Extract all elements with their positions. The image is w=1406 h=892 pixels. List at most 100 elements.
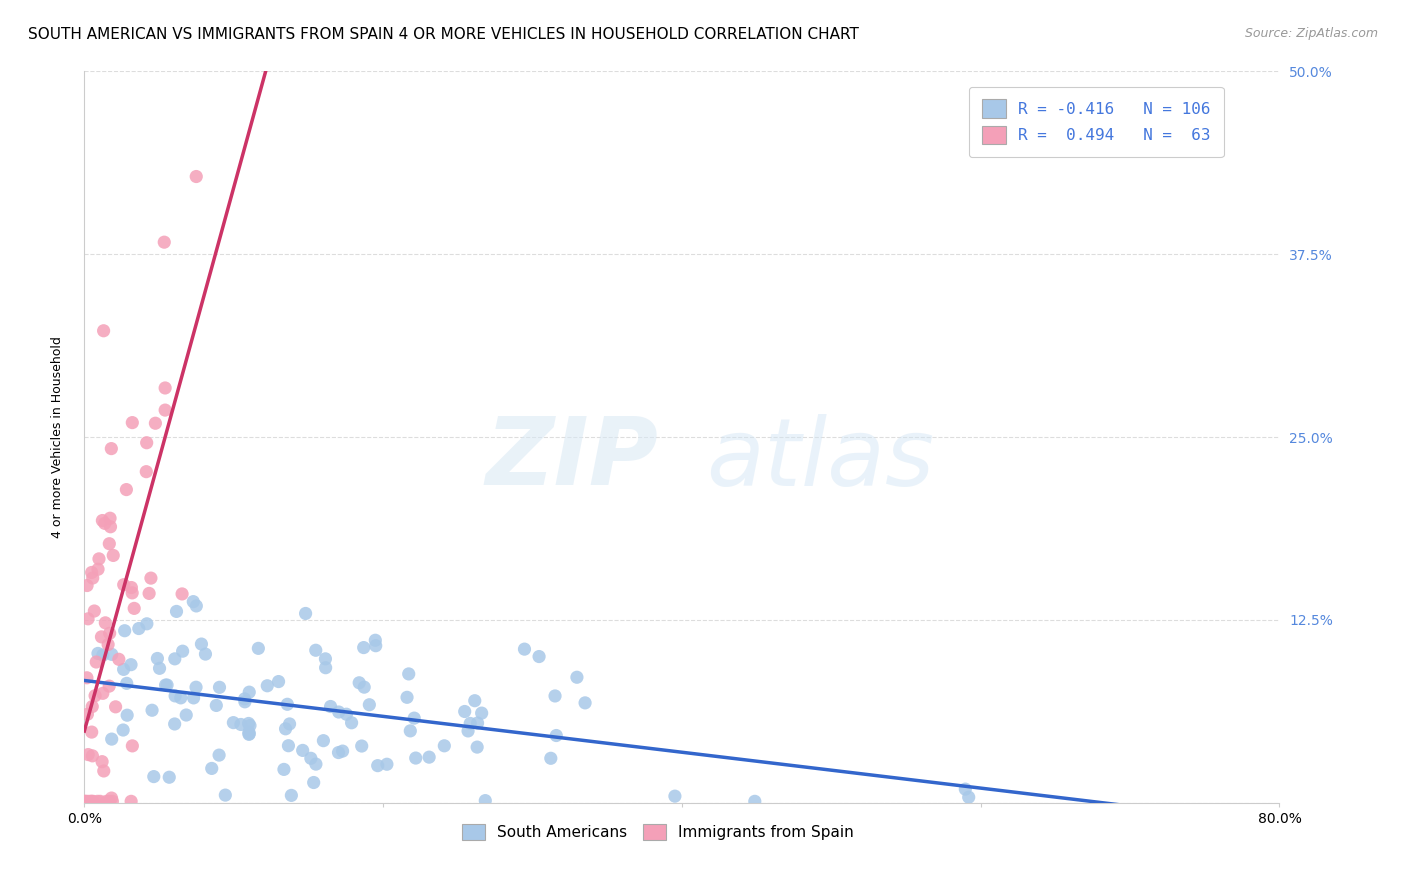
Point (157, 770, 180, 784)
Point (184, 680, 207, 694)
Point (75, 794, 97, 808)
Point (153, 235, 176, 249)
Point (93, 764, 115, 778)
Point (312, 733, 335, 747)
Point (87, 647, 110, 661)
Point (135, 465, 157, 479)
Point (91, 648, 114, 662)
Point (280, 789, 302, 803)
Point (229, 717, 252, 731)
Point (214, 788, 236, 802)
Point (139, 571, 162, 585)
Point (302, 775, 325, 789)
Point (418, 750, 440, 764)
Point (73, 794, 96, 808)
Point (145, 416, 167, 430)
Point (471, 706, 494, 720)
Point (340, 715, 363, 730)
Point (98, 794, 121, 808)
Point (181, 594, 204, 608)
Legend: South Americans, Immigrants from Spain: South Americans, Immigrants from Spain (456, 817, 860, 847)
Point (335, 707, 357, 722)
Point (104, 699, 127, 714)
Point (121, 739, 143, 753)
Point (112, 578, 135, 592)
Point (98, 626, 121, 640)
Point (527, 649, 550, 664)
Point (273, 763, 295, 777)
Point (76, 671, 98, 685)
Point (84, 689, 107, 703)
Point (120, 657, 142, 672)
Point (454, 705, 477, 719)
Point (103, 549, 125, 563)
Point (100, 520, 122, 534)
Point (540, 751, 562, 765)
Point (238, 685, 260, 699)
Point (291, 743, 314, 757)
Point (174, 708, 197, 723)
Point (474, 794, 496, 808)
Point (97, 638, 120, 652)
Point (121, 586, 143, 600)
Point (328, 746, 350, 760)
Y-axis label: 4 or more Vehicles in Household: 4 or more Vehicles in Household (51, 336, 65, 538)
Point (201, 761, 224, 775)
Point (98, 679, 121, 693)
Point (186, 169, 208, 184)
Point (79, 794, 101, 808)
Point (82, 794, 104, 808)
Point (163, 717, 186, 731)
Point (82, 699, 104, 714)
Point (100, 648, 122, 662)
Point (112, 723, 135, 737)
Point (238, 727, 260, 741)
Point (155, 678, 177, 692)
Point (513, 642, 536, 657)
Point (165, 689, 187, 703)
Point (467, 716, 489, 731)
Point (100, 791, 122, 805)
Point (299, 751, 322, 765)
Point (120, 794, 142, 808)
Point (544, 689, 567, 703)
Point (142, 770, 165, 784)
Point (141, 703, 163, 717)
Point (100, 442, 122, 456)
Point (115, 676, 138, 690)
Point (94, 516, 117, 531)
Point (278, 717, 301, 731)
Point (247, 641, 270, 656)
Point (120, 581, 142, 595)
Point (128, 622, 150, 636)
Point (186, 599, 208, 613)
Point (166, 604, 188, 618)
Point (76, 707, 98, 722)
Point (112, 662, 135, 676)
Text: ZIP: ZIP (485, 413, 658, 505)
Point (347, 675, 370, 690)
Point (359, 698, 381, 712)
Point (83, 604, 105, 618)
Point (76, 578, 98, 592)
Point (664, 789, 686, 804)
Point (77, 747, 100, 762)
Point (172, 587, 194, 601)
Point (399, 723, 422, 738)
Point (314, 652, 336, 666)
Point (375, 757, 398, 772)
Point (238, 716, 260, 731)
Point (353, 640, 375, 655)
Point (398, 667, 420, 681)
Point (457, 723, 479, 738)
Point (170, 690, 193, 705)
Point (148, 661, 170, 675)
Point (233, 691, 256, 706)
Point (238, 727, 260, 741)
Point (80, 725, 103, 739)
Point (332, 744, 354, 758)
Point (108, 652, 131, 666)
Point (98, 537, 121, 551)
Point (77, 794, 100, 808)
Point (100, 732, 122, 747)
